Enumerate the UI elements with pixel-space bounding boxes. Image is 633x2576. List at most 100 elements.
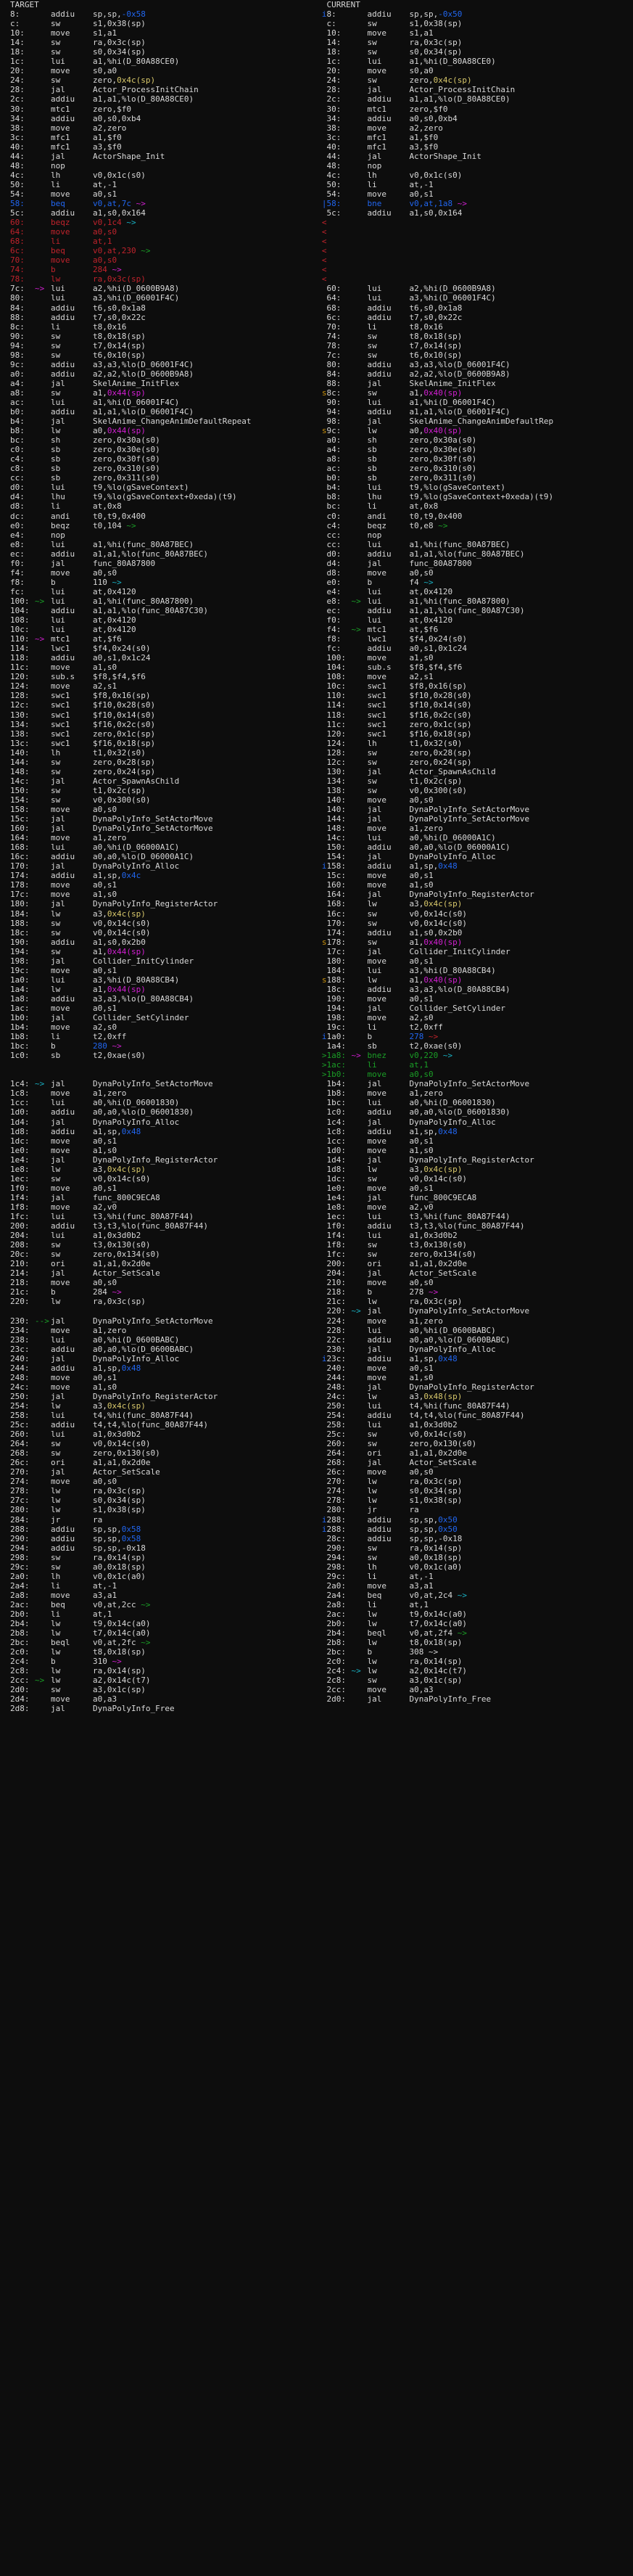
disasm-line[interactable]: 114: swc1 $f10,0x14(s0) [317,700,633,710]
disasm-line[interactable]: b4: lui t9,%lo(gSaveContext) [317,483,633,492]
disasm-line[interactable]: s178: sw a1,0x40(sp) [317,938,633,947]
disasm-line[interactable]: 18c: addiu a3,a3,%lo(D_80A88CB4) [317,985,633,994]
disasm-line[interactable]: 200: addiu t3,t3,%lo(func_80A87F44) [0,1221,317,1231]
disasm-line[interactable]: 17c: jal Collider_InitCylinder [317,947,633,956]
disasm-line[interactable]: 2c8: sw a3,0x1c(sp) [317,1675,633,1685]
disasm-line[interactable]: 2c0: lw ra,0x14(sp) [317,1657,633,1666]
disasm-line[interactable]: 248: jal DynaPolyInfo_RegisterActor [317,1382,633,1392]
disasm-line[interactable]: 180: jal DynaPolyInfo_RegisterActor [0,899,317,908]
disasm-line[interactable]: 2a4: beq v0,at,2c4 ~> [317,1591,633,1600]
disasm-line[interactable]: d8: move a0,s0 [317,568,633,578]
disasm-line[interactable]: 3c: mfc1 a1,$f0 [0,133,317,142]
disasm-line[interactable]: 38: move a2,zero [0,123,317,133]
disasm-line[interactable]: 178: move a0,s1 [0,880,317,890]
disasm-line[interactable]: c0: andi t0,t9,0x400 [317,512,633,521]
disasm-line[interactable]: 120: swc1 $f16,0x18(sp) [317,729,633,739]
disasm-line[interactable]: 110: swc1 $f10,0x28(s0) [317,691,633,700]
disasm-line[interactable]: 1ec: lui t3,%hi(func_80A87F44) [317,1212,633,1221]
disasm-line[interactable]: 3c: mfc1 a1,$f0 [317,133,633,142]
disasm-line[interactable]: 2c0: lw t8,0x18(sp) [0,1647,317,1657]
disasm-line[interactable]: 164: jal DynaPolyInfo_RegisterActor [317,890,633,899]
disasm-line[interactable]: 128: sw zero,0x28(sp) [317,748,633,758]
disasm-line[interactable]: 298: sw ra,0x14(sp) [0,1553,317,1562]
disasm-line[interactable]: 2cc: ~> lw a2,0x14c(t7) [0,1675,317,1685]
disasm-line[interactable]: 240: move a0,s1 [317,1363,633,1373]
disasm-line[interactable]: 29c: sw a0,0x18(sp) [0,1562,317,1572]
disasm-line[interactable]: 24c: move a1,s0 [0,1382,317,1392]
disasm-line[interactable]: 21c: lw ra,0x3c(sp) [317,1297,633,1306]
disasm-line[interactable]: b4: jal SkelAnime_ChangeAnimDefaultRepeat [0,417,317,426]
disasm-line[interactable]: 120: sub.s $f8,$f4,$f6 [0,672,317,681]
disasm-line[interactable]: 100: ~> lui a1,%hi(func_80A87800) [0,596,317,606]
disasm-line[interactable]: 18: sw s0,0x34(sp) [317,47,633,57]
disasm-line[interactable]: 208: sw t3,0x130(s0) [0,1240,317,1250]
disasm-line[interactable]: 194: jal Collider_SetCylinder [317,1004,633,1013]
disasm-line[interactable]: a4: sb zero,0x30e(s0) [317,445,633,454]
disasm-line[interactable]: 94: sw t7,0x14(sp) [0,341,317,350]
disasm-line[interactable]: 1b8: move a1,zero [317,1088,633,1098]
disasm-line[interactable]: b8: lhu t9,%lo(gSaveContext+0xeda)(t9) [317,492,633,501]
disasm-line[interactable]: 294: sw a0,0x18(sp) [317,1553,633,1562]
disasm-line[interactable]: 2d4: move a0,a3 [0,1694,317,1704]
disasm-line[interactable]: 14c: jal Actor_SpawnAsChild [0,776,317,786]
disasm-line[interactable]: 218: b 278 ~> [317,1287,633,1297]
disasm-line[interactable]: 1cc: move a0,s1 [317,1136,633,1146]
disasm-line[interactable]: 50: li at,-1 [317,180,633,189]
disasm-line[interactable]: cc: lui a1,%hi(func_80A87BEC) [317,540,633,549]
disasm-line[interactable]: 224: move a1,zero [317,1316,633,1326]
disasm-line[interactable]: f4: ~> mtc1 at,$f6 [317,625,633,634]
disasm-line[interactable]: bc: sh zero,0x30a(s0) [0,435,317,445]
disasm-line[interactable]: 1f4: lui a1,0x3d0b2 [317,1231,633,1240]
disasm-line[interactable]: 2ac: lw t9,0x14c(a0) [317,1609,633,1619]
disasm-line[interactable]: 140: jal DynaPolyInfo_SetActorMove [317,805,633,814]
disasm-line[interactable]: fc: lui at,0x4120 [0,587,317,596]
disasm-line[interactable]: 78: sw t7,0x14(sp) [317,341,633,350]
disasm-line[interactable]: 228: lui a0,%hi(D_0600BABC) [317,1326,633,1335]
disasm-line[interactable]: 238: lui a0,%hi(D_0600BABC) [0,1335,317,1345]
disasm-line[interactable]: 2bc: b 308 ~> [317,1647,633,1657]
disasm-line[interactable]: 90: sw t8,0x18(sp) [0,332,317,341]
disasm-line[interactable]: c: sw s1,0x38(sp) [317,19,633,28]
disasm-line[interactable]: 2b8: lw t8,0x18(sp) [317,1638,633,1647]
disasm-line[interactable]: >1ac: li at,1 [317,1060,633,1070]
disasm-line[interactable]: 204: lui a1,0x3d0b2 [0,1231,317,1240]
disasm-line[interactable]: 2cc: move a0,a3 [317,1685,633,1694]
disasm-line[interactable]: 16c: addiu a0,a0,%lo(D_06000A1C) [0,852,317,861]
disasm-line[interactable]: 26c: move a0,s0 [317,1467,633,1477]
disasm-line[interactable]: 1bc: lui a0,%hi(D_06001830) [317,1098,633,1107]
disasm-line[interactable]: dc: andi t0,t9,0x400 [0,512,317,521]
disasm-line[interactable]: c0: sb zero,0x30e(s0) [0,445,317,454]
disasm-line[interactable]: 40: mfc1 a3,$f0 [317,142,633,152]
disasm-line[interactable]: 108: move a2,s1 [317,672,633,681]
disasm-line[interactable]: a0: addiu a2,a2,%lo(D_0600B9A8) [0,369,317,379]
disasm-line[interactable]: 40: mfc1 a3,$f0 [0,142,317,152]
disasm-line[interactable]: 16c: sw v0,0x14c(s0) [317,909,633,919]
disasm-line[interactable]: 1c: lui a1,%hi(D_80A88CE0) [0,57,317,66]
disasm-line[interactable]: 1ac: move a0,s1 [0,1004,317,1013]
disasm-line[interactable]: 270: jal Actor_SetScale [0,1467,317,1477]
disasm-line[interactable]: 54: move a0,s1 [317,189,633,199]
disasm-line[interactable]: 124: lh t1,0x32(s0) [317,739,633,748]
disasm-line[interactable]: 8: addiu sp,sp,-0x58 [0,9,317,19]
disasm-line[interactable]: a8: sw a1,0x44(sp) [0,388,317,398]
disasm-line[interactable]: 1f8: sw t3,0x130(s0) [317,1240,633,1250]
disasm-line[interactable]: 2d8: jal DynaPolyInfo_Free [0,1704,317,1713]
disasm-line[interactable]: 1d8: addiu a1,sp,0x48 [0,1127,317,1136]
disasm-line[interactable]: 230: --> jal DynaPolyInfo_SetActorMove [0,1316,317,1326]
disasm-line[interactable]: 264: ori a1,a1,0x2d0e [317,1448,633,1458]
disasm-line[interactable]: 298: lh v0,0x1c(a0) [317,1562,633,1572]
disasm-line[interactable]: 6c: beq v0,at,230 ~> [0,246,317,255]
disasm-line[interactable]: 48: nop [317,161,633,171]
disasm-line[interactable]: 18: sw s0,0x34(sp) [0,47,317,57]
disasm-line[interactable]: 24c: lw a3,0x48(sp) [317,1392,633,1401]
disasm-line[interactable]: 26c: ori a1,a1,0x2d0e [0,1458,317,1467]
disasm-line[interactable]: 10: move s1,a1 [317,28,633,38]
disasm-line[interactable]: 288: addiu sp,sp,0x58 [0,1525,317,1534]
disasm-line[interactable]: i1a0: b 278 ~> [317,1032,633,1041]
disasm-line[interactable]: e4: lui at,0x4120 [317,587,633,596]
disasm-line[interactable]: 2b8: lw t7,0x14c(a0) [0,1628,317,1638]
disasm-line[interactable]: 158: move a0,s0 [0,805,317,814]
disasm-line[interactable]: 134: sw t1,0x2c(sp) [317,776,633,786]
disasm-line[interactable]: 15c: move a0,s1 [317,871,633,880]
disasm-line[interactable]: 150: addiu a0,a0,%lo(D_06000A1C) [317,842,633,852]
